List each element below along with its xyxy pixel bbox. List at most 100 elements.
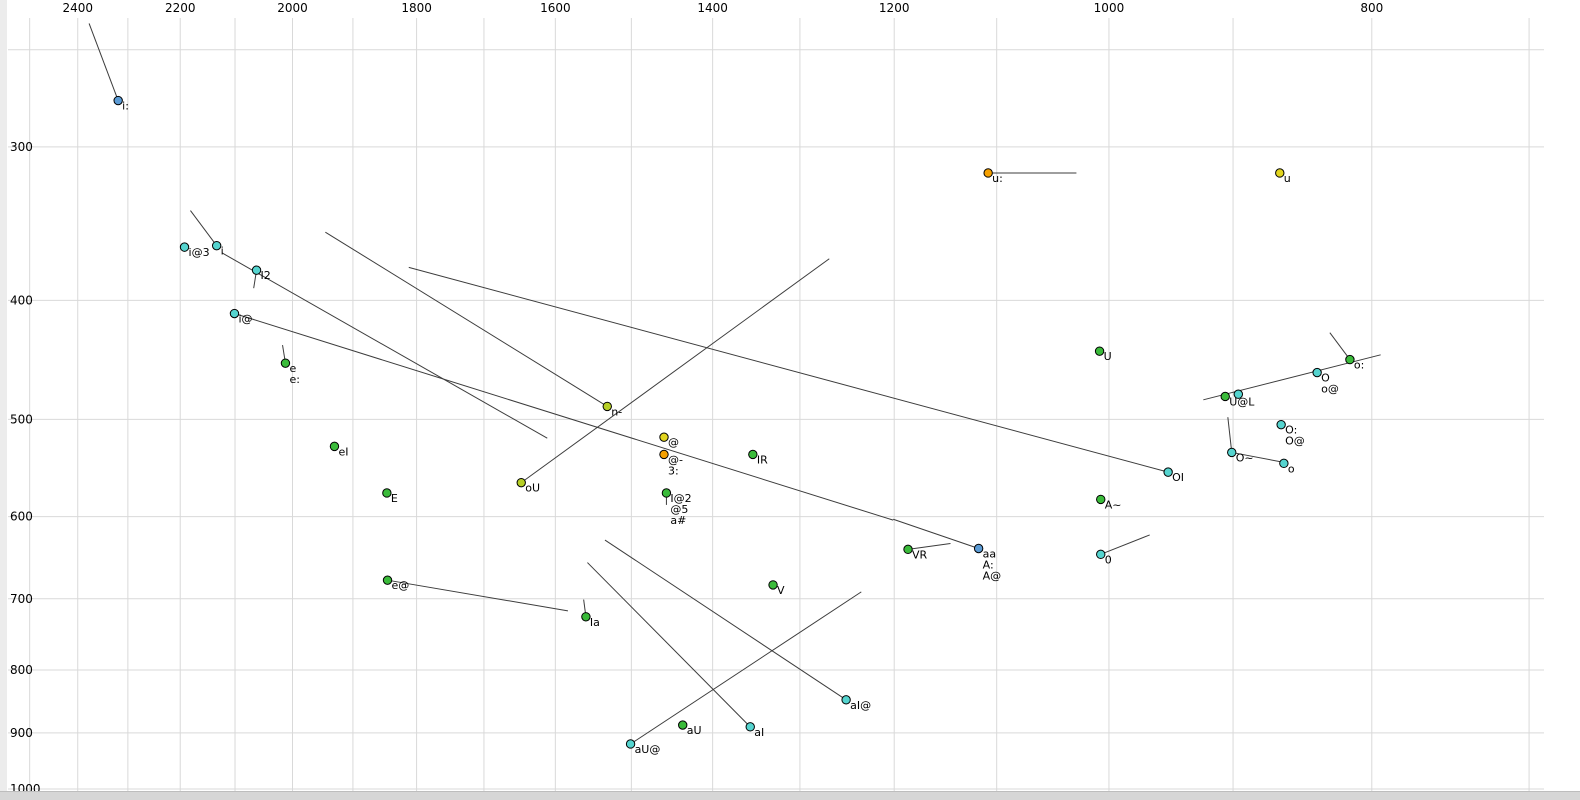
vowel-label: A: — [983, 558, 994, 571]
vowel-label: E — [391, 492, 398, 505]
vowel-label: oU — [525, 482, 540, 495]
vowel-label: O@ — [1285, 435, 1305, 448]
horizontal-scrollbar[interactable] — [0, 791, 1580, 800]
trajectory-line — [325, 231, 608, 407]
trajectory-line — [190, 210, 218, 246]
vowel-point-i[interactable] — [211, 240, 222, 251]
vowel-label: O: — [1285, 424, 1297, 437]
vowel-point-a[interactable] — [1096, 494, 1106, 505]
trajectory-line — [221, 252, 548, 439]
vowel-point-o[interactable] — [1345, 354, 1355, 365]
vowel-label: IR — [757, 453, 768, 466]
y-tick-label: 600 — [10, 510, 33, 524]
vowel-label: i@3 — [189, 246, 210, 259]
vowel-point-au[interactable] — [625, 739, 636, 749]
x-tick-label: 1400 — [697, 1, 728, 15]
vowel-label: a# — [670, 514, 686, 527]
vowel-label: aI@ — [850, 699, 871, 712]
vowel-point-o[interactable] — [1279, 458, 1289, 469]
vowel-point-ai[interactable] — [745, 722, 755, 732]
vowel-label: aI — [754, 726, 764, 739]
vowel-point-aa[interactable] — [973, 543, 984, 554]
vowel-label: O~ — [1236, 451, 1254, 464]
y-tick-label: 700 — [10, 592, 33, 606]
vowel-label: A~ — [1105, 498, 1122, 511]
vowel-point-u[interactable] — [1094, 346, 1105, 356]
trajectory-line — [88, 23, 119, 101]
vowel-label: U@L — [1229, 395, 1255, 408]
x-tick-label: 2200 — [165, 1, 196, 15]
vowel-label: aU@ — [635, 743, 661, 756]
trajectory-line — [234, 313, 894, 521]
vowel-point-vr[interactable] — [903, 544, 913, 555]
trajectory-line — [1231, 451, 1284, 463]
vowel-point-ir[interactable] — [748, 449, 758, 460]
vowel-label: u — [1284, 172, 1291, 185]
vowel-point-au[interactable] — [678, 720, 688, 730]
vowel-label: A@ — [983, 569, 1002, 582]
vowel-label: 3: — [668, 464, 679, 477]
vowel-point-i[interactable] — [113, 95, 123, 106]
vowel-point-ul[interactable] — [1220, 391, 1230, 402]
vowel-label: 0 — [1105, 553, 1112, 566]
vowel-label: i — [221, 245, 224, 258]
y-tick-label: 300 — [10, 140, 33, 154]
y-tick-label: 900 — [10, 726, 33, 740]
vowel-label: u: — [992, 172, 1003, 185]
vowel-label: VR — [912, 548, 928, 561]
vowel-label: @- — [668, 453, 683, 466]
vowel-point-dot[interactable] — [659, 432, 669, 442]
vowel-label: O — [1321, 372, 1330, 385]
vowel-point-o[interactable] — [1312, 367, 1322, 378]
vowel-label: aU — [687, 724, 702, 737]
vowel-point-ei[interactable] — [329, 441, 340, 452]
vowel-point-oi[interactable] — [1163, 467, 1173, 477]
vowel-label: Ia — [590, 616, 600, 629]
y-tick-label: 500 — [10, 412, 33, 426]
vowel-point-i3[interactable] — [179, 242, 190, 252]
vowel-point-i2[interactable] — [661, 488, 672, 498]
vowel-point-v[interactable] — [768, 580, 778, 590]
trajectory-line — [408, 266, 1169, 473]
vowel-label: eI — [338, 445, 348, 458]
x-tick-label: 800 — [1360, 1, 1383, 15]
vowel-point-0[interactable] — [1096, 549, 1106, 560]
trajectory-line — [520, 258, 830, 484]
vowel-point-n[interactable] — [602, 401, 612, 412]
vowel-point-ia[interactable] — [581, 612, 591, 622]
y-tick-label: 400 — [10, 293, 33, 307]
vowel-point-i[interactable] — [229, 308, 240, 319]
trajectory-line — [1227, 417, 1233, 453]
y-tick-label: 800 — [10, 663, 33, 677]
vowel-label: o@ — [1321, 383, 1339, 396]
vowel-label: i@ — [238, 313, 252, 326]
vowel-point-ou[interactable] — [516, 477, 526, 488]
vowel-point-o[interactable] — [1276, 419, 1286, 430]
vowel-point-dot[interactable] — [659, 449, 669, 460]
vowel-label: n- — [611, 405, 622, 418]
vowel-point-ai[interactable] — [841, 695, 851, 705]
trajectory-line — [893, 518, 979, 549]
vowel-label: e — [289, 362, 296, 375]
x-tick-label: 1200 — [879, 1, 910, 15]
vowel-point-e[interactable] — [382, 488, 392, 498]
trajectory-line — [1100, 534, 1150, 555]
vowel-point-e[interactable] — [382, 575, 393, 585]
vowel-label: V — [777, 584, 785, 597]
vowel-label: @5 — [670, 503, 688, 516]
vowel-label: I2 — [261, 269, 271, 282]
trajectory-line — [604, 539, 847, 701]
vowel-point-dot[interactable] — [1233, 389, 1244, 399]
vowel-point-e[interactable] — [280, 358, 291, 368]
vowel-point-i2[interactable] — [251, 265, 262, 275]
vowel-point-u[interactable] — [983, 168, 993, 178]
trajectory-line — [907, 542, 951, 550]
trajectory-line — [1329, 332, 1351, 360]
x-tick-label: 1800 — [401, 1, 432, 15]
vowel-label: @ — [668, 436, 679, 449]
vowel-point-o[interactable] — [1227, 447, 1237, 458]
vowel-point-u[interactable] — [1275, 168, 1285, 178]
vowel-label: aa — [983, 547, 996, 560]
